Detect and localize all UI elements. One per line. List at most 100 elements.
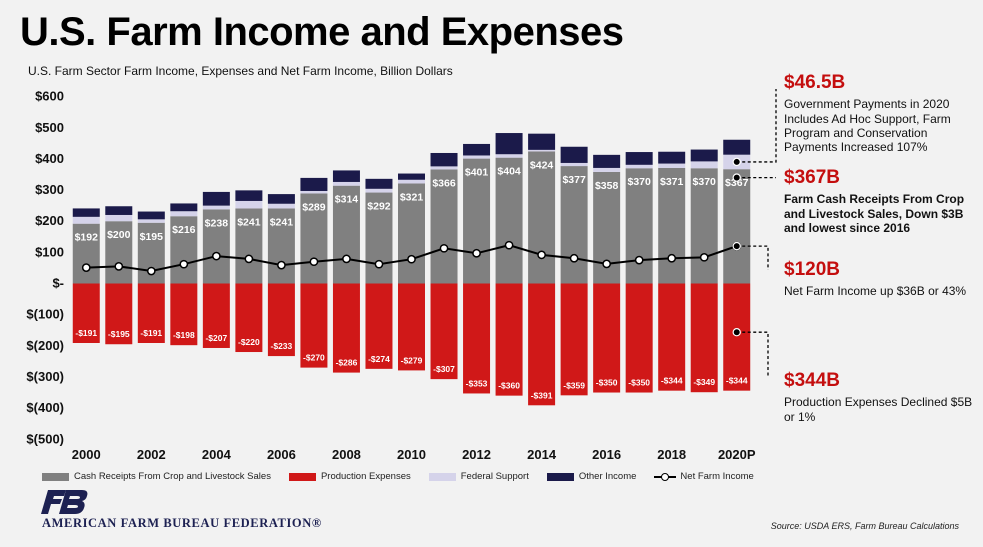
data-label-production-expenses: -$270 [303,353,325,363]
bar-federal-support [398,179,425,184]
bar-other-income [625,152,653,165]
net-farm-income-point [374,259,384,269]
bar-other-income [690,149,718,162]
leader-production-expenses [736,331,769,378]
bar-cash-receipts [105,221,133,284]
y-tick-label: $(400) [26,400,64,415]
chart-legend: Cash Receipts From Crop and Livestock Sa… [42,471,772,482]
x-tick-label: 2008 [332,447,361,462]
x-tick-label: 2016 [592,447,621,462]
data-label-production-expenses: -$279 [401,355,423,365]
net-farm-income-point [439,243,449,253]
annotation-cash-receipts-text: Farm Cash Receipts From Crop and Livesto… [784,192,965,235]
data-label-cash-receipts: $424 [530,159,554,171]
annotation-government-payments: $46.5B Government Payments in 2020 Inclu… [784,72,974,154]
x-tick-label: 2002 [137,447,166,462]
callout-marker [732,157,741,167]
y-tick-label: $- [52,276,64,291]
farm-bureau-logo [41,490,88,514]
data-label-production-expenses: -$274 [368,354,390,364]
y-tick-label: $300 [35,182,64,197]
data-label-cash-receipts: $371 [660,176,684,188]
bar-cash-receipts [560,166,588,284]
legend-item-cash-receipts: Cash Receipts From Crop and Livestock Sa… [42,471,271,482]
bar-federal-support [170,211,198,217]
legend-label-cash-receipts: Cash Receipts From Crop and Livestock Sa… [74,471,271,482]
bar-production-expenses [593,283,621,393]
data-label-cash-receipts: $401 [465,167,489,179]
chart-subtitle: U.S. Farm Sector Farm Income, Expenses a… [28,64,453,78]
annotation-cash-receipts-value: $367B [784,167,840,188]
data-label-cash-receipts: $192 [75,232,99,244]
y-tick-label: $(300) [26,369,64,384]
data-label-cash-receipts: $370 [693,176,717,188]
data-label-production-expenses: -$353 [466,378,488,388]
x-tick-label: 2004 [202,447,232,462]
bar-production-expenses [495,283,523,396]
legend-swatch-cash-receipts [42,472,69,481]
net-farm-income-point [667,253,677,263]
data-label-cash-receipts: $404 [497,166,521,178]
bar-other-income [300,177,328,191]
x-tick-label: 2012 [462,447,491,462]
annotation-net-farm-income: $120B Net Farm Income up $36B or 43% [784,259,974,299]
x-tick-label: 2006 [267,447,296,462]
y-tick-label: $(100) [26,307,64,322]
y-tick-label: $(200) [26,338,64,353]
bar-production-expenses [625,283,653,393]
legend-item-other-income: Other Income [546,471,637,482]
leader-government-payments [736,89,777,163]
net-farm-income-point [81,263,91,272]
legend-swatch-net-farm-income [654,472,677,481]
net-farm-income-point [602,259,611,269]
bar-federal-support [528,149,556,152]
bar-cash-receipts [300,193,328,284]
net-farm-income-point [277,260,286,270]
bar-cash-receipts [72,223,100,284]
bar-federal-support [105,214,133,222]
bar-federal-support [300,190,328,194]
data-label-cash-receipts: $241 [270,216,294,228]
bar-other-income [560,146,588,163]
bar-production-expenses [658,283,686,391]
annotation-government-payments-text: Government Payments in 2020 Includes Ad … [784,97,951,154]
bar-production-expenses [72,283,100,343]
callout-marker [732,173,741,182]
bar-federal-support [463,155,491,159]
data-label-production-expenses: -$233 [271,341,293,351]
bar-other-income [235,190,263,201]
bar-production-expenses [560,283,588,396]
annotation-government-payments-value: $46.5B [784,72,846,93]
bar-federal-support [593,167,621,172]
data-label-cash-receipts: $292 [367,201,391,213]
net-farm-income-point [537,250,546,260]
organization-name: AMERICAN FARM BUREAU FEDERATION® [42,516,322,530]
data-label-cash-receipts: $238 [205,217,229,229]
bar-federal-support [235,200,263,209]
legend-swatch-other-income [546,472,574,481]
data-label-cash-receipts: $200 [107,229,131,241]
bar-production-expenses [690,283,718,393]
x-tick-label: 2000 [72,447,101,462]
bar-other-income [658,151,686,164]
data-label-cash-receipts: $321 [400,192,424,204]
net-farm-income-point [472,248,481,258]
data-label-production-expenses: -$359 [563,380,585,390]
legend-label-other-income: Other Income [578,471,637,482]
bar-production-expenses [137,283,165,343]
bar-production-expenses [528,283,556,406]
bar-cash-receipts [495,157,523,284]
bar-federal-support [365,188,393,193]
data-label-cash-receipts: $358 [595,180,619,192]
bar-production-expenses [430,283,458,380]
data-label-production-expenses: -$286 [336,358,358,368]
bar-production-expenses [267,283,295,357]
data-label-production-expenses: -$350 [596,378,618,388]
bar-other-income [495,133,523,155]
bar-production-expenses [170,283,198,346]
bar-cash-receipts [267,208,295,284]
bar-other-income [332,170,360,182]
bar-other-income [137,211,165,220]
bar-other-income [267,194,295,204]
bar-other-income [723,139,751,155]
